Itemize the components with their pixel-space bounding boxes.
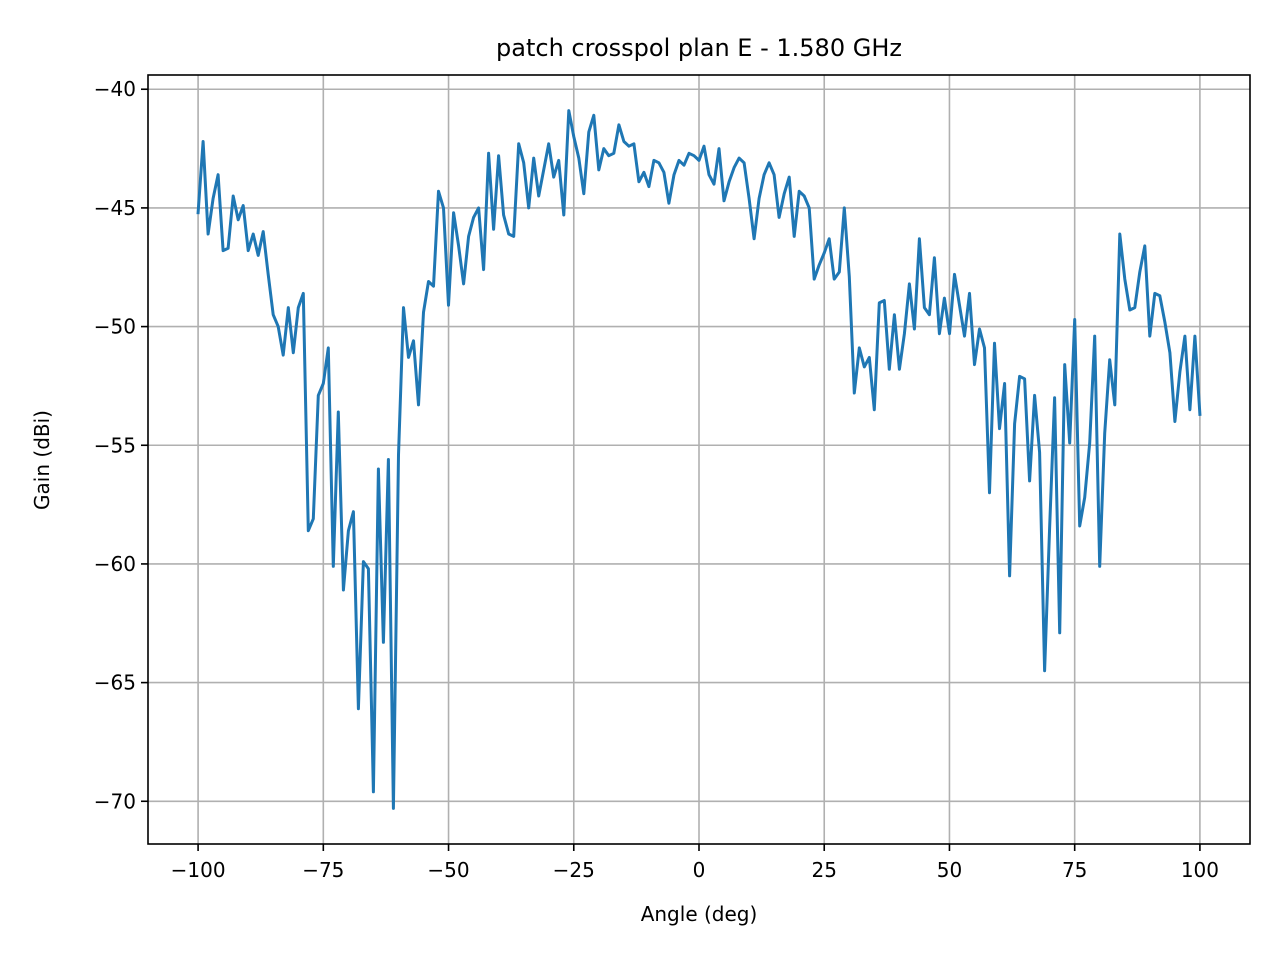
x-tick-label: −25 [553,858,595,882]
x-tick-label: −50 [427,858,469,882]
y-axis-label: Gain (dBi) [30,410,54,510]
y-tick-label: −60 [94,552,136,576]
y-tick-label: −70 [94,789,136,813]
ticks: −100 −75 −50 −25 0 25 50 75 100 −40 −45 −50 −55 −60 −6… [94,77,1219,882]
y-tick-label: −40 [94,77,136,101]
x-tick-label: 0 [693,858,706,882]
x-axis-label: Angle (deg) [641,902,758,926]
x-tick-label: 50 [937,858,962,882]
series-layer [196,109,1202,810]
x-tick-label: 100 [1181,858,1219,882]
grid [148,75,1250,844]
gain-series-line [196,109,1202,810]
y-tick-label: −65 [94,671,136,695]
y-tick-label: −50 [94,315,136,339]
y-tick-label: −55 [94,433,136,457]
y-tick-label: −45 [94,196,136,220]
x-tick-label: −75 [302,858,344,882]
chart-title: patch crosspol plan E - 1.580 GHz [496,34,902,62]
x-tick-label: −100 [171,858,226,882]
x-tick-label: 25 [812,858,837,882]
x-tick-label: 75 [1062,858,1087,882]
